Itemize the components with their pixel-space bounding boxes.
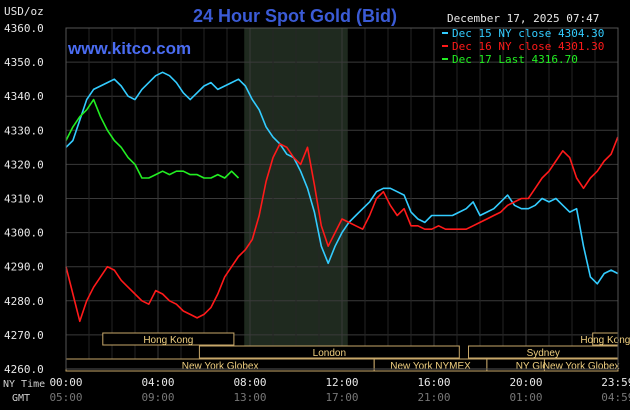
session-label: New York NYMEX: [390, 361, 471, 372]
y-tick-label: 4360.0: [4, 22, 44, 35]
ny-time-label: NY Time: [3, 379, 45, 390]
x-tick-label-ny: 08:00: [233, 376, 266, 389]
kitco-watermark: www.kitco.com: [67, 39, 191, 58]
y-tick-label: 4350.0: [4, 56, 44, 69]
series-lines: [65, 71, 619, 323]
plot-border: [65, 27, 619, 370]
session-label: New York Globex: [182, 361, 259, 372]
x-tick-label-gmt: 17:00: [325, 391, 358, 404]
x-tick-label-ny: 16:00: [417, 376, 450, 389]
x-tick-label-ny: 12:00: [325, 376, 358, 389]
x-tick-label-gmt: 13:00: [233, 391, 266, 404]
session-bar: [198, 345, 460, 359]
series-line-3: [65, 98, 240, 179]
x-tick-label-ny: 23:59: [601, 376, 630, 389]
session-label: Hong Kong: [580, 335, 630, 346]
x-tick-label-ny: 00:00: [49, 376, 82, 389]
series-line-2: [65, 136, 619, 323]
x-tick-label-gmt: 04:59: [601, 391, 630, 404]
x-tick-label-gmt: 21:00: [417, 391, 450, 404]
currency-label: USD/oz: [4, 5, 44, 18]
legend-entry-2: Dec 16 NY close 4301.30: [452, 40, 604, 53]
x-tick-label-gmt: 01:00: [509, 391, 542, 404]
session-label: Sydney: [527, 348, 560, 359]
gmt-label: GMT: [12, 393, 30, 404]
y-tick-label: 4260.0: [4, 363, 44, 376]
session-label: NY Globex: [516, 361, 564, 372]
session-label: New York Globex: [543, 361, 620, 372]
x-tick-label-gmt: 09:00: [141, 391, 174, 404]
session-label: Hong Kong: [143, 335, 193, 346]
session-label: London: [313, 348, 346, 359]
legend-entry-1: Dec 15 NY close 4304.30: [452, 27, 604, 40]
y-tick-label: 4280.0: [4, 295, 44, 308]
chart-title: 24 Hour Spot Gold (Bid): [193, 6, 397, 26]
y-tick-label: 4290.0: [4, 261, 44, 274]
x-tick-label-ny: 20:00: [509, 376, 542, 389]
y-tick-label: 4330.0: [4, 124, 44, 137]
y-tick-label: 4270.0: [4, 329, 44, 342]
series-line-1: [65, 71, 619, 285]
legend-entry-3: Dec 17 Last 4316.70: [452, 53, 578, 66]
session-bar: [102, 332, 235, 346]
axes: 4360.0 4350.0 4340.0 4330.0 4320.0 4310.0 4300…: [4, 22, 630, 404]
y-tick-label: 4300.0: [4, 227, 44, 240]
y-tick-label: 4320.0: [4, 158, 44, 171]
x-tick-label-ny: 04:00: [141, 376, 174, 389]
x-tick-label-gmt: 05:00: [49, 391, 82, 404]
timestamp: December 17, 2025 07:47: [447, 12, 599, 25]
y-tick-label: 4310.0: [4, 193, 44, 206]
y-tick-label: 4340.0: [4, 90, 44, 103]
